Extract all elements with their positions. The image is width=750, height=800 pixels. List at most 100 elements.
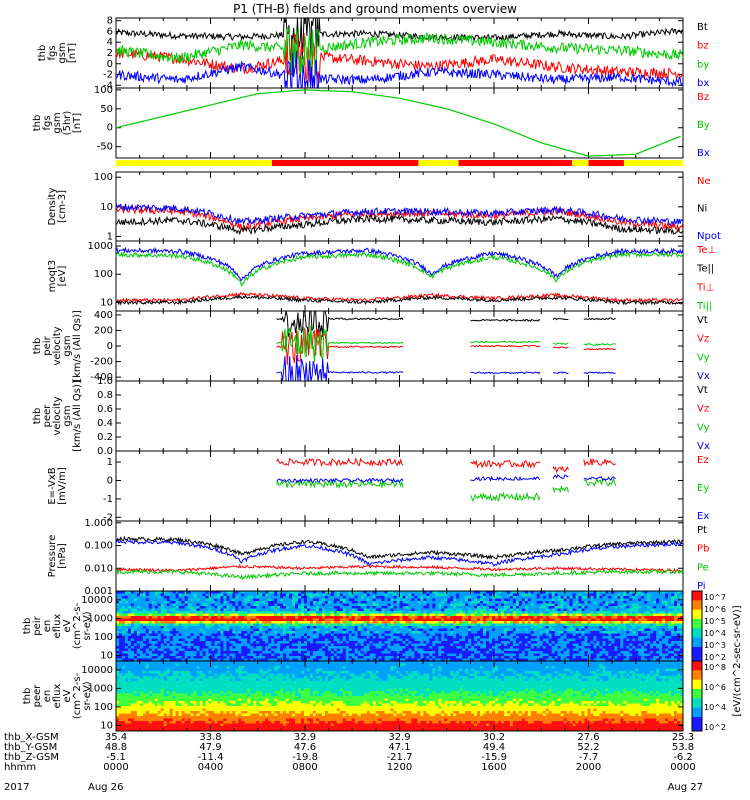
mode-segment — [418, 160, 459, 166]
y-tick-label: 200 — [94, 325, 113, 336]
legend-entry: Bt — [697, 22, 708, 33]
y-tick-label: -200 — [90, 357, 113, 368]
y-axis-label: gsm — [62, 335, 73, 356]
y-axis-label: moqt3 — [47, 260, 58, 293]
x-axis-value: -5.1 — [106, 752, 126, 763]
x-axis-value: 49.4 — [483, 742, 505, 753]
y-tick-label: 1 — [107, 457, 113, 468]
legend-entry: Pe — [697, 562, 709, 573]
x-axis-value: Aug 27 — [668, 782, 703, 793]
y-axis-label: gsm — [57, 42, 68, 63]
y-tick-label: 100 — [94, 269, 113, 280]
legend-entry: Pi — [697, 581, 706, 592]
colorbar-tick-label: 10^6 — [704, 605, 726, 614]
legend-entry: Ey — [697, 483, 709, 494]
y-tick-label: 0.100 — [84, 541, 113, 552]
y-axis-label: [nPa] — [57, 543, 68, 569]
x-axis-row-label: 2017 — [4, 782, 29, 793]
series-Pi — [115, 539, 684, 568]
series-By — [115, 89, 681, 157]
y-tick-label: 0.4 — [97, 418, 113, 429]
y-axis-label: eV — [62, 619, 73, 632]
legend-entry: Vz — [697, 334, 709, 345]
series-Vy — [470, 340, 541, 344]
x-axis-value: 2000 — [576, 762, 601, 773]
colorbar-tick-label: 10^4 — [704, 703, 726, 712]
y-tick-label: 0 — [107, 59, 113, 70]
x-axis-row-label: thb_X-GSM — [4, 732, 59, 743]
y-tick-label: 1000 — [88, 683, 113, 694]
series-Ex — [552, 474, 569, 480]
y-tick-label: 8 — [107, 16, 113, 27]
y-tick-label: 2 — [107, 48, 113, 59]
series-Vt — [583, 317, 616, 321]
series-Vx — [276, 355, 404, 382]
y-axis-label: sr-eV) — [82, 681, 93, 710]
x-axis-value: 1600 — [481, 762, 506, 773]
mode-segment — [271, 160, 419, 166]
series-Pt — [115, 535, 684, 560]
panel-2 — [116, 160, 683, 166]
x-axis-value: 52.2 — [577, 742, 599, 753]
legend-entry: Bx — [697, 148, 710, 159]
colorbar-tick-label: 10^8 — [704, 663, 726, 672]
legend-entry: bx — [697, 78, 709, 89]
x-axis-value: 0400 — [198, 762, 223, 773]
y-axis-label: en — [42, 620, 53, 633]
y-axis-label: (5hr) — [62, 111, 73, 136]
legend-entry: Vy — [697, 352, 710, 363]
x-axis-row-label: thb_Y-GSM — [4, 742, 57, 753]
series-bx — [115, 51, 684, 90]
x-axis-value: 47.6 — [294, 742, 316, 753]
x-axis-value: -15.9 — [481, 752, 507, 763]
y-axis-label: thb — [22, 618, 33, 635]
colorbar-tick-label: 10^5 — [704, 617, 726, 626]
y-tick-label: 10 — [100, 297, 113, 308]
series-Vz — [470, 344, 541, 348]
mode-segment — [458, 160, 572, 166]
y-tick-label: 1.000 — [84, 518, 113, 529]
x-axis-value: 33.8 — [199, 732, 221, 743]
series-Vy — [276, 325, 404, 362]
y-tick-label: 0.2 — [97, 432, 113, 443]
y-tick-label: 1000 — [88, 241, 113, 252]
series-Ey — [469, 491, 541, 502]
legend-entry: Vt — [697, 315, 708, 326]
panel-10 — [115, 660, 703, 732]
series-Ez — [470, 459, 541, 469]
y-axis-label: (cm^2-s- — [72, 672, 83, 719]
y-axis-label: velocity — [52, 396, 63, 435]
y-axis-label: Pressure — [47, 535, 58, 578]
series-by — [115, 25, 684, 77]
series-Vz — [276, 326, 404, 365]
series-Ex — [583, 476, 616, 482]
y-axis-label: (cm^2-s- — [72, 602, 83, 649]
mode-segment — [623, 160, 683, 166]
y-axis-label: peir — [32, 615, 43, 635]
x-axis-value: 0000 — [103, 762, 128, 773]
legend-entry: Npot — [697, 231, 721, 242]
x-axis-value: 25.3 — [672, 732, 694, 743]
series-Vt — [470, 318, 541, 322]
panel-3 — [115, 171, 684, 242]
y-tick-label: -2 — [103, 512, 113, 523]
mode-segment — [571, 160, 589, 166]
y-tick-label: 0.010 — [84, 563, 113, 574]
y-tick-label: 100 — [94, 172, 113, 183]
y-axis-label: gsm — [62, 405, 73, 426]
y-tick-label: 0.0 — [97, 446, 113, 457]
y-tick-label: 0 — [107, 123, 113, 134]
x-axis-row-label: thb_Z-GSM — [4, 752, 59, 763]
x-axis-value: 35.4 — [105, 732, 127, 743]
y-axis-label: E=-VxB — [47, 467, 58, 504]
x-axis-value: 30.2 — [483, 732, 505, 743]
y-tick-label: 0 — [107, 475, 113, 486]
y-tick-label: 100 — [94, 702, 113, 713]
series-Bt — [115, 16, 684, 61]
x-axis-value: 48.8 — [105, 742, 127, 753]
legend-entry: By — [697, 120, 710, 131]
y-axis-label: [nT] — [67, 43, 78, 63]
legend-entry: Vx — [697, 371, 710, 382]
y-tick-label: 50 — [100, 104, 113, 115]
x-axis-value: 53.8 — [672, 742, 694, 753]
